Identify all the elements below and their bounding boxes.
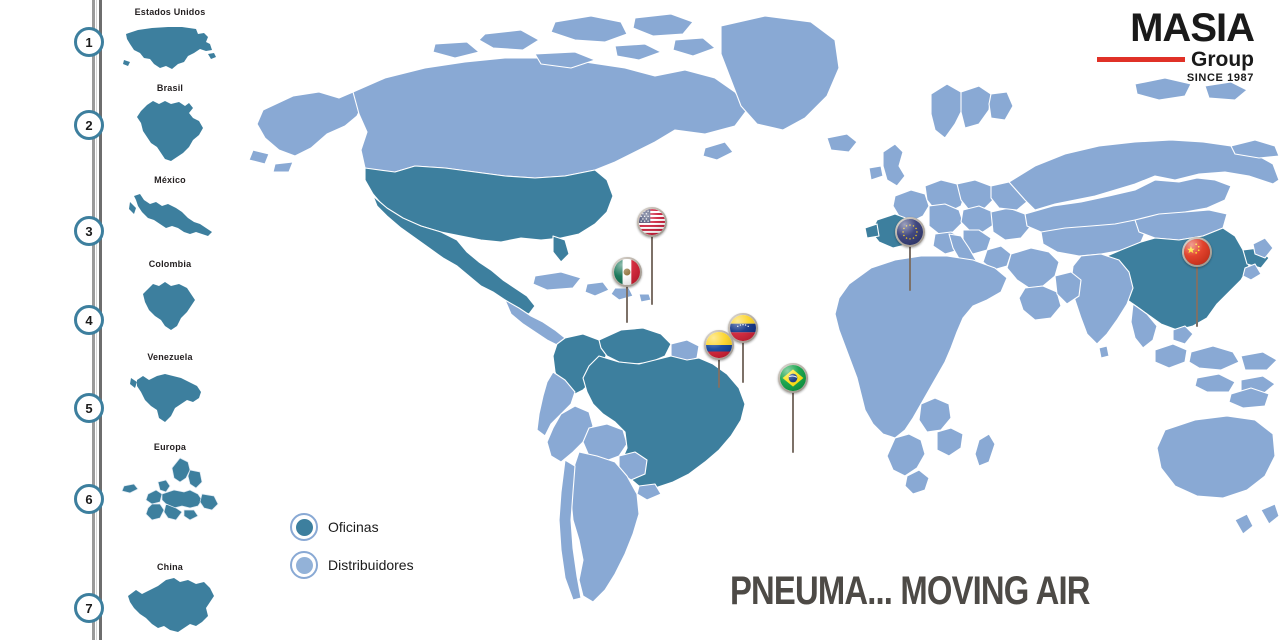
sidebar-item-label: Estados Unidos — [134, 7, 206, 17]
sidebar-item-colombia[interactable]: Colombia 4 — [0, 256, 230, 346]
sidebar-item-europa[interactable]: Europa 6 — [0, 436, 230, 526]
pin-stem — [909, 243, 911, 291]
sidebar-item-number: 6 — [74, 484, 104, 514]
country-shape-china — [110, 574, 230, 636]
masia-group-logo: MASIA Group SINCE 1987 — [1074, 6, 1255, 84]
country-shape-venezuela — [110, 366, 230, 428]
sidebar-item-venezuela[interactable]: Venezuela 5 — [0, 348, 230, 438]
legend-item-distribuidores: Distribuidores — [290, 546, 414, 584]
sidebar-item-estados-unidos[interactable]: Estados Unidos 1 — [0, 0, 230, 90]
legend-item-oficinas: Oficinas — [290, 508, 414, 546]
pin-stem — [1196, 263, 1198, 327]
sidebar-item-number: 2 — [74, 110, 104, 140]
sidebar-item-label: China — [156, 562, 183, 572]
world-map-svg — [248, 13, 1280, 603]
us-flag-icon — [637, 207, 667, 237]
country-timeline-sidebar: Estados Unidos 1 Brasil 2 México — [0, 0, 230, 640]
logo-group-row: Group — [1074, 48, 1254, 70]
pin-stem — [792, 389, 794, 453]
sidebar-item-number: 7 — [74, 593, 104, 623]
logo-group-text: Group — [1191, 47, 1254, 71]
world-map — [235, 0, 1280, 640]
sidebar-item-number: 1 — [74, 27, 104, 57]
sidebar-item-label: Colombia — [148, 259, 192, 269]
legend-marker-office — [290, 513, 318, 541]
logo-red-bar — [1097, 56, 1185, 62]
co-flag-icon — [704, 330, 734, 360]
legend: Oficinas Distribuidores — [290, 508, 414, 584]
sidebar-item-label: Venezuela — [147, 352, 193, 362]
logo-since-text: SINCE 1987 — [1186, 72, 1254, 84]
sidebar-item-china[interactable]: China 7 — [0, 548, 230, 638]
legend-dot-office — [295, 518, 313, 536]
sidebar-item-number: 3 — [74, 216, 104, 246]
legend-label: Oficinas — [328, 519, 379, 535]
pin-stem — [718, 356, 720, 388]
mx-flag-icon — [612, 257, 642, 287]
legend-label: Distribuidores — [328, 557, 414, 573]
pin-stem — [626, 283, 628, 323]
tagline: PNEUMA... MOVING AIR — [730, 569, 1090, 613]
country-shape-brazil — [110, 95, 230, 165]
legend-dot-distributor — [295, 556, 313, 574]
legend-marker-distributor — [290, 551, 318, 579]
sidebar-item-label: Europa — [153, 442, 187, 452]
sidebar-item-label: México — [154, 175, 186, 185]
country-shape-europe — [110, 456, 230, 524]
sidebar-item-number: 4 — [74, 305, 104, 335]
pin-stem — [742, 339, 744, 383]
eu-flag-icon — [895, 217, 925, 247]
country-shape-colombia — [110, 274, 230, 336]
sidebar-item-number: 5 — [74, 393, 104, 423]
br-flag-icon — [778, 363, 808, 393]
cn-flag-icon — [1182, 237, 1212, 267]
country-shape-united-states — [110, 20, 230, 76]
logo-wordmark: MASIA — [1130, 6, 1255, 50]
sidebar-item-mexico[interactable]: México 3 — [0, 170, 230, 260]
country-shape-mexico — [110, 192, 230, 246]
pin-stem — [651, 233, 653, 305]
sidebar-item-brasil[interactable]: Brasil 2 — [0, 78, 230, 168]
sidebar-item-label: Brasil — [156, 83, 184, 93]
